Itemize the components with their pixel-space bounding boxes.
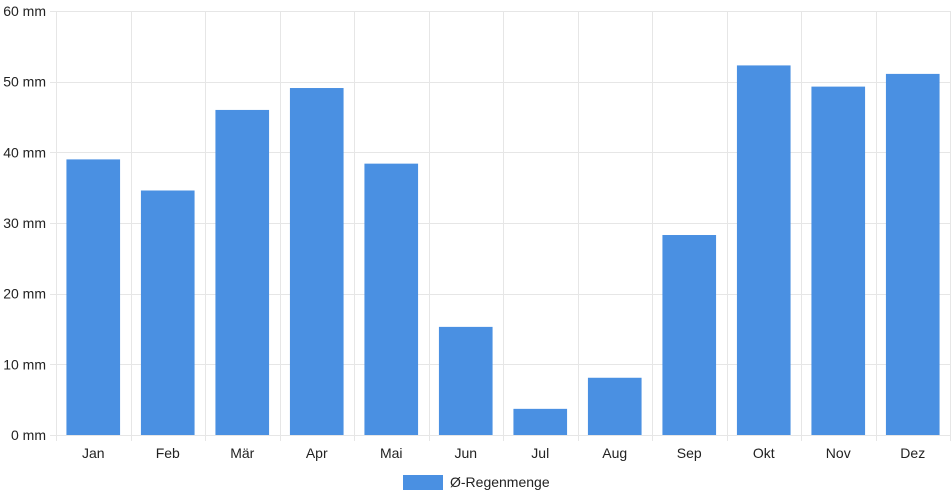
legend[interactable]: Ø-Regenmenge [403,474,550,490]
x-axis-labels: Jan Feb Mär Apr Mai Jun Jul Aug Sep Okt Nov Dez [82,445,925,461]
bar-Dez[interactable] [885,73,940,435]
x-tick-label: Dez [900,445,925,461]
x-tick-label: Jul [531,445,549,461]
x-tick-label: Sep [677,445,702,461]
y-tick-label: 50 mm [3,74,46,90]
legend-label: Ø-Regenmenge [450,474,550,490]
bars [66,65,940,435]
x-tick-label: Aug [602,445,627,461]
bar-Apr[interactable] [289,88,344,435]
bar-Feb[interactable] [140,190,195,435]
grid [50,11,951,441]
bar-Jun[interactable] [438,326,493,435]
bar-Sep[interactable] [662,235,717,435]
x-tick-label: Apr [306,445,328,461]
bar-Jul[interactable] [513,408,568,435]
y-tick-label: 10 mm [3,356,46,372]
y-tick-label: 0 mm [11,427,46,443]
bar-Jan[interactable] [66,159,121,435]
x-tick-label: Okt [753,445,775,461]
x-tick-label: Jun [454,445,477,461]
y-axis-labels: 0 mm 10 mm 20 mm 30 mm 40 mm 50 mm 60 mm [3,3,46,443]
bar-Nov[interactable] [811,86,866,435]
x-tick-label: Jan [82,445,105,461]
x-tick-label: Nov [826,445,851,461]
bar-Aug[interactable] [587,377,642,435]
legend-swatch [403,475,443,490]
y-tick-label: 30 mm [3,215,46,231]
y-tick-label: 20 mm [3,286,46,302]
x-tick-label: Mär [230,445,254,461]
bar-Okt[interactable] [736,65,791,435]
bar-Mär[interactable] [215,109,270,435]
y-tick-label: 40 mm [3,144,46,160]
x-tick-label: Feb [156,445,180,461]
bar-Mai[interactable] [364,163,419,435]
y-tick-label: 60 mm [3,3,46,19]
x-tick-label: Mai [380,445,403,461]
